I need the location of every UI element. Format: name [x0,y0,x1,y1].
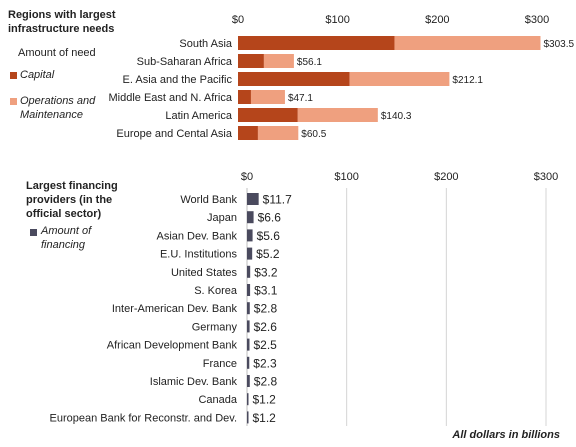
top-bar-capital [238,72,350,86]
top-chart-title-line-2: infrastructure needs [8,23,115,35]
bottom-value-label: $11.7 [263,193,292,207]
legend-swatch-operations [10,98,17,105]
top-bar-operations [349,72,450,86]
bottom-category-label: Islamic Dev. Bank [150,376,238,388]
top-chart-title-line-1: Regions with largest [8,9,116,21]
legend-label-financing-line-2: financing [41,239,86,251]
bottom-category-label: S. Korea [194,285,238,297]
top-total-label: $60.5 [301,129,326,140]
top-x-tick-label: $100 [325,14,349,26]
top-total-label: $140.3 [381,111,412,122]
legend-swatch-capital [10,72,17,79]
bottom-value-label: $2.6 [254,320,278,334]
bottom-chart-title-line-3: official sector) [26,208,102,220]
top-x-tick-label: $300 [525,14,549,26]
bottom-bar [247,284,251,296]
top-category-label: Europe and Cental Asia [116,128,232,140]
legend-swatch-financing [30,229,37,236]
bottom-value-label: $2.5 [253,338,277,352]
top-total-label: $303.5 [543,39,574,50]
top-total-label: $56.1 [297,57,322,68]
top-bar-capital [238,54,264,68]
bottom-x-tick-label: $300 [534,171,558,183]
top-bar-capital [238,108,298,122]
bottom-bar [247,338,250,351]
bottom-bar [247,302,250,315]
bottom-x-tick-label: $0 [241,171,253,183]
top-bar-capital [238,90,251,104]
bottom-bar [247,393,249,406]
legend-label-operations-line-2: Maintenance [20,109,83,121]
bottom-category-label: European Bank for Reconstr. and Dev. [49,412,237,424]
bottom-bar [247,320,250,333]
legend-label-operations-line-1: Operations and [20,95,96,107]
top-bar-operations [263,54,294,68]
bottom-x-tick-label: $100 [334,171,358,183]
top-category-label: South Asia [179,38,232,50]
bottom-category-label: Canada [198,394,237,406]
bottom-value-label: $2.3 [253,356,277,370]
bottom-bar [247,411,249,424]
bottom-category-label: Japan [207,212,237,224]
top-x-tick-label: $0 [232,14,244,26]
bottom-category-label: United States [171,267,238,279]
bottom-chart-title-line-2: providers (in the [26,194,113,206]
bottom-category-label: Germany [192,321,238,333]
bottom-category-label: Asian Dev. Bank [156,230,237,242]
bottom-x-tick-label: $200 [434,171,458,183]
top-category-label: Latin America [165,110,233,122]
bottom-value-label: $1.2 [253,393,277,407]
legend-label-financing-line-1: Amount of [41,225,92,237]
top-bar-operations [250,90,285,104]
top-bar-operations [394,36,541,50]
top-category-label: E. Asia and the Pacific [123,74,233,86]
bottom-category-label: France [203,358,237,370]
bottom-bar [247,265,251,278]
bottom-value-label: $3.1 [254,284,278,298]
bottom-bar [247,247,253,260]
top-category-label: Sub-Saharan Africa [137,56,233,68]
top-bar-capital [238,36,395,50]
bottom-category-label: Inter-American Dev. Bank [112,303,238,315]
bottom-category-label: World Bank [180,194,237,206]
top-bar-operations [297,108,378,122]
bottom-chart-title-line-1: Largest financing [26,180,118,192]
top-category-label: Middle East and N. Africa [108,92,232,104]
bottom-value-label: $1.2 [253,411,277,425]
top-bar-capital [238,126,258,140]
bottom-value-label: $3.2 [254,265,278,279]
bottom-bar [247,356,250,369]
bottom-category-label: E.U. Institutions [160,249,238,261]
top-x-tick-label: $200 [425,14,449,26]
bottom-value-label: $2.8 [254,375,278,389]
bottom-value-label: $6.6 [258,211,282,225]
bottom-value-label: $2.8 [254,302,278,316]
top-total-label: $47.1 [288,93,313,104]
top-total-label: $212.1 [452,75,483,86]
bottom-bar [247,193,259,205]
bottom-bar [247,229,253,242]
footnote: All dollars in billions [452,429,560,441]
legend-label-capital: Capital [20,69,55,81]
bottom-bar [247,211,254,224]
bottom-value-label: $5.2 [256,247,280,261]
bottom-value-label: $5.6 [257,229,281,243]
bottom-category-label: African Development Bank [107,340,238,352]
top-legend-title: Amount of need [18,47,96,59]
top-bar-operations [257,126,299,140]
bottom-bar [247,375,250,387]
